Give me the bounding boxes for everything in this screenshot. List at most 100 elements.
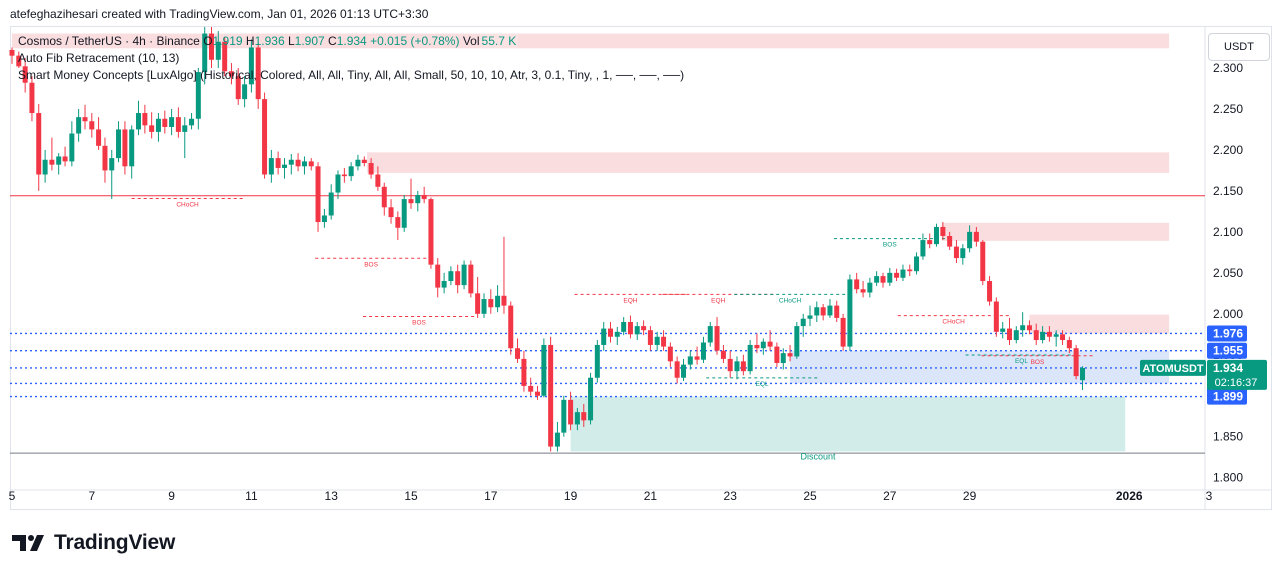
currency-button[interactable]: USDT bbox=[1208, 33, 1270, 61]
candle-up bbox=[135, 113, 141, 130]
candle-down bbox=[667, 346, 673, 362]
candle-up bbox=[614, 331, 620, 337]
symbol-tag-box bbox=[1140, 359, 1206, 376]
candle-down bbox=[641, 326, 647, 331]
candle-down bbox=[661, 336, 667, 347]
price-label-text: 1.899 bbox=[1213, 390, 1243, 404]
price-label-text: 1.976 bbox=[1213, 326, 1243, 340]
candle-down bbox=[375, 174, 381, 187]
candle-up bbox=[780, 353, 786, 363]
candle-down bbox=[548, 344, 554, 447]
candle-up bbox=[355, 159, 361, 167]
candle-down bbox=[1033, 330, 1039, 341]
symbol-legend: Cosmos / TetherUS · 4h · Binance O1.919 … bbox=[18, 34, 519, 48]
candle-down bbox=[568, 399, 574, 425]
candle-up bbox=[887, 272, 893, 283]
candle-down bbox=[767, 341, 773, 347]
candle-down bbox=[1060, 334, 1066, 341]
last-price-box bbox=[1207, 359, 1267, 390]
candle-up bbox=[687, 356, 693, 365]
symbol-title[interactable]: Cosmos / TetherUS · 4h · Binance bbox=[18, 34, 200, 48]
candle-up bbox=[401, 199, 407, 228]
candle-up bbox=[700, 342, 706, 360]
candle-down bbox=[907, 269, 913, 272]
candle-up bbox=[601, 328, 607, 345]
chart-frame bbox=[10, 26, 1272, 510]
candle-down bbox=[408, 199, 414, 204]
candle-down bbox=[475, 293, 481, 314]
y-tick-label: 2.050 bbox=[1213, 266, 1243, 280]
candle-up bbox=[847, 279, 853, 347]
candle-down bbox=[315, 166, 321, 223]
candle-down bbox=[927, 240, 933, 245]
y-tick-label: 2.250 bbox=[1213, 102, 1243, 116]
candle-up bbox=[42, 159, 48, 175]
candle-down bbox=[774, 346, 780, 363]
y-tick-label: 2.300 bbox=[1213, 61, 1243, 75]
candle-up bbox=[242, 84, 248, 100]
candle-up bbox=[448, 271, 454, 282]
candle-down bbox=[1026, 325, 1032, 331]
candle-down bbox=[1066, 340, 1072, 349]
x-tick-label: 23 bbox=[724, 489, 738, 503]
candle-down bbox=[1046, 331, 1052, 337]
candle-down bbox=[308, 161, 314, 167]
candle-down bbox=[175, 117, 181, 132]
candle-down bbox=[528, 385, 534, 392]
candle-down bbox=[501, 295, 507, 306]
candle-up bbox=[561, 399, 567, 433]
candle-up bbox=[328, 192, 334, 216]
candle-up bbox=[202, 33, 208, 73]
candle-down bbox=[860, 289, 866, 293]
candle-down bbox=[973, 231, 979, 242]
candle-up bbox=[594, 344, 600, 378]
candle-down bbox=[608, 328, 613, 337]
candle-down bbox=[880, 276, 886, 283]
annotation-label: EQL bbox=[1015, 358, 1028, 365]
price-label-box bbox=[1207, 388, 1247, 405]
zone-supply-ob-1 bbox=[367, 152, 1170, 173]
change-value: +0.015 (+0.78%) bbox=[370, 34, 460, 48]
indicator-smc[interactable]: Smart Money Concepts [LuxAlgo] (Historic… bbox=[18, 68, 685, 82]
candle-up bbox=[874, 276, 880, 283]
low-value: 1.907 bbox=[294, 34, 325, 48]
indicator-fib[interactable]: Auto Fib Retracement (10, 13) bbox=[18, 51, 180, 65]
candle-down bbox=[149, 125, 155, 132]
attribution-header: atefeghazihesari created with TradingVie… bbox=[10, 7, 429, 21]
candle-up bbox=[933, 226, 939, 245]
candle-down bbox=[82, 117, 88, 122]
tradingview-logo[interactable]: TradingView bbox=[12, 531, 175, 555]
candle-down bbox=[16, 55, 22, 67]
candle-down bbox=[488, 299, 494, 308]
candle-down bbox=[820, 307, 826, 316]
x-tick-label: 11 bbox=[245, 489, 258, 503]
candle-down bbox=[122, 129, 128, 167]
candle-down bbox=[62, 156, 68, 162]
candle-up bbox=[321, 215, 327, 223]
candle-up bbox=[189, 118, 195, 126]
candle-up bbox=[574, 412, 580, 425]
candle-down bbox=[228, 71, 234, 77]
candle-up bbox=[800, 318, 806, 327]
annotation-label: Discount bbox=[800, 452, 836, 462]
candle-up bbox=[76, 117, 82, 134]
candle-countdown: 02:16:37 bbox=[1215, 377, 1258, 389]
candle-up bbox=[967, 231, 973, 249]
last-price-text: 1.934 bbox=[1213, 361, 1243, 375]
annotation-label: CHoCH bbox=[779, 297, 802, 304]
candle-up bbox=[1053, 334, 1059, 337]
annotation-label: BOS bbox=[883, 242, 897, 249]
candle-down bbox=[341, 174, 347, 177]
candle-down bbox=[388, 207, 394, 218]
candle-up bbox=[288, 159, 294, 165]
x-tick-label: 25 bbox=[803, 489, 817, 503]
candle-up bbox=[56, 156, 62, 165]
zone-demand-ob bbox=[790, 350, 1170, 384]
candle-down bbox=[1073, 348, 1079, 377]
candle-down bbox=[953, 246, 959, 259]
zone-discount-zone bbox=[570, 396, 1126, 452]
candle-up bbox=[807, 315, 813, 319]
x-tick-label: 2026 bbox=[1116, 489, 1143, 503]
candle-down bbox=[720, 350, 726, 359]
